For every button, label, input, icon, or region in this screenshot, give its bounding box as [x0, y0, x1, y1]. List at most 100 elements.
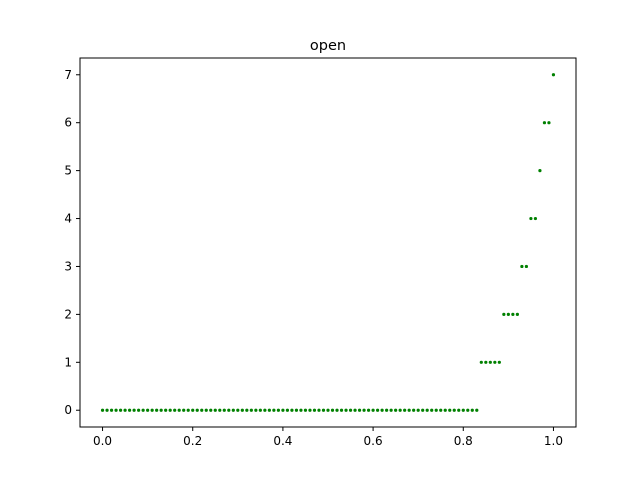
- data-point: [357, 408, 362, 412]
- data-point: [511, 312, 515, 316]
- data-point: [335, 408, 339, 412]
- y-tick-label: 5: [64, 164, 72, 178]
- data-point: [249, 408, 253, 412]
- plot-frame: [79, 57, 577, 428]
- data-point: [182, 408, 186, 412]
- data-point: [173, 408, 177, 412]
- data-point: [488, 360, 492, 364]
- x-tick-label: 0.2: [183, 434, 202, 448]
- data-point: [394, 408, 398, 412]
- data-point: [308, 408, 312, 412]
- data-point: [146, 408, 150, 412]
- data-point: [290, 408, 294, 412]
- data-point: [137, 408, 141, 412]
- data-point: [118, 408, 123, 412]
- data-point: [461, 408, 465, 412]
- data-point: [231, 408, 235, 412]
- data-point: [281, 408, 285, 412]
- data-point: [380, 408, 384, 412]
- data-point: [258, 408, 262, 412]
- x-tick-label: 0.4: [273, 434, 292, 448]
- data-point: [493, 360, 497, 364]
- data-point: [344, 408, 348, 412]
- data-point: [434, 408, 438, 412]
- data-point: [425, 408, 429, 412]
- data-point: [177, 408, 181, 412]
- data-point: [100, 408, 105, 412]
- y-tick-label: 1: [64, 355, 72, 369]
- data-point: [236, 408, 240, 412]
- data-point: [371, 408, 375, 412]
- data-point: [452, 408, 456, 412]
- data-point: [448, 408, 452, 412]
- data-point: [385, 408, 389, 412]
- data-points: [100, 73, 556, 412]
- data-point: [497, 360, 501, 364]
- data-point: [470, 408, 474, 412]
- data-point: [339, 408, 344, 412]
- chart-title: open: [310, 38, 346, 54]
- data-point: [348, 408, 353, 412]
- y-tick-label: 6: [64, 116, 72, 130]
- data-point: [484, 360, 488, 364]
- data-point: [475, 408, 479, 412]
- x-tick-label: 0.8: [454, 434, 473, 448]
- data-point: [312, 408, 317, 412]
- data-point: [254, 408, 258, 412]
- data-point: [533, 216, 538, 221]
- y-tick-label: 7: [64, 68, 72, 82]
- data-point: [303, 408, 308, 412]
- y-axis: 0 1 2 3 4 5 6 7: [64, 68, 80, 417]
- x-tick-label: 0.6: [364, 434, 383, 448]
- data-point: [362, 408, 366, 412]
- data-point: [389, 408, 393, 412]
- data-point: [168, 408, 172, 412]
- data-point: [195, 408, 199, 412]
- y-tick-label: 3: [64, 259, 72, 273]
- data-point: [155, 408, 159, 412]
- data-point: [114, 408, 118, 412]
- data-point: [164, 408, 168, 412]
- data-point: [132, 408, 136, 412]
- data-point: [353, 408, 357, 412]
- data-point: [317, 408, 321, 412]
- data-point: [412, 408, 416, 412]
- data-point: [272, 408, 276, 412]
- data-point: [538, 169, 542, 173]
- data-point: [479, 360, 483, 364]
- data-point: [407, 408, 411, 412]
- data-point: [326, 408, 330, 412]
- x-tick-label: 0.0: [93, 434, 112, 448]
- data-point: [267, 408, 271, 412]
- data-point: [222, 408, 226, 412]
- data-point: [159, 408, 163, 412]
- data-point: [128, 408, 132, 412]
- data-point: [294, 408, 299, 412]
- data-point: [330, 408, 335, 412]
- data-point: [457, 408, 461, 412]
- data-point: [150, 408, 154, 412]
- data-point: [218, 408, 222, 412]
- data-point: [502, 312, 506, 316]
- data-point: [515, 312, 519, 316]
- data-point: [421, 408, 425, 412]
- data-point: [245, 408, 249, 412]
- data-point: [191, 408, 195, 412]
- data-point: [529, 216, 533, 221]
- data-point: [439, 408, 443, 412]
- data-point: [321, 408, 326, 412]
- data-point: [227, 408, 231, 412]
- x-tick-label: 1.0: [544, 434, 563, 448]
- data-point: [200, 408, 204, 412]
- data-point: [443, 408, 447, 412]
- data-point: [542, 121, 547, 125]
- data-point: [299, 408, 303, 412]
- data-point: [276, 408, 280, 412]
- data-point: [551, 73, 556, 77]
- y-tick-label: 2: [64, 307, 72, 321]
- data-point: [466, 408, 470, 412]
- data-point: [506, 312, 510, 316]
- data-point: [285, 408, 290, 412]
- data-point: [213, 408, 217, 412]
